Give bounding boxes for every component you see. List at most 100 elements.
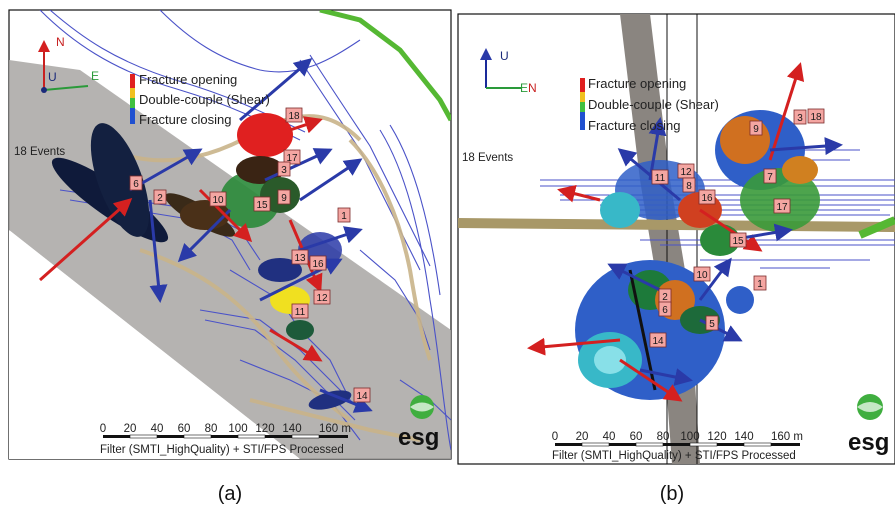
event-tag: 14: [649, 332, 667, 348]
esg-logo-b: esg: [848, 394, 889, 456]
caption-a: (a): [218, 483, 242, 505]
event-tag: 16: [309, 255, 327, 271]
event-tag-label: 3: [281, 165, 287, 176]
legend-swatch-orange: [130, 88, 135, 98]
scale-bar-a: 0 20 40 60 80 100 120 140 160 m Filter (SMTI_Hig…: [100, 423, 351, 456]
scale-tick-label: 120: [255, 423, 274, 435]
axis-north-label-b: N: [528, 81, 537, 95]
event-tag: 15: [253, 196, 271, 212]
filter-label-b: Filter (SMTI_HighQuality) + STI/FPS Proc…: [552, 450, 796, 462]
event-tag: 2: [658, 288, 672, 304]
events-count-a: 18 Events: [14, 146, 65, 158]
axis-east-label-b: E: [520, 81, 528, 95]
legend-item-closing: Fracture closing: [139, 112, 231, 127]
legend-swatch-opening: [130, 74, 135, 88]
legend-swatch-shear-b: [580, 102, 585, 112]
scale-tick-label: 60: [178, 423, 191, 435]
slab-edge: [9, 230, 300, 459]
legend-item-shear: Double-couple (Shear): [139, 92, 270, 107]
axis-east-label: E: [91, 69, 99, 83]
event-tag: 11: [651, 169, 669, 185]
event-tag: 18: [285, 107, 303, 123]
scale-tick-label: 100: [680, 431, 699, 443]
event-tag: 6: [658, 301, 672, 317]
event-tag-label: 10: [212, 195, 224, 206]
esg-logo-text-a: esg: [398, 424, 439, 451]
axis-up-label: U: [48, 70, 57, 84]
scale-tick-label: 40: [151, 423, 164, 435]
event-tag: 11: [291, 303, 309, 319]
legend-swatch-closing: [130, 108, 135, 124]
event-tag-label: 1: [757, 279, 763, 290]
green-drift: [319, 10, 451, 122]
event-tag: 15: [729, 232, 747, 248]
event-tag-label: 10: [696, 270, 708, 281]
legend-item-opening-b: Fracture opening: [588, 76, 686, 91]
panel-a: N U E Fracture opening Double-couple (Sh…: [8, 9, 452, 505]
caption-b: (b): [660, 483, 684, 505]
legend-swatch-closing-b: [580, 112, 585, 130]
event-tag-label: 6: [662, 305, 668, 316]
event-tag: 5: [705, 315, 719, 331]
event-tag: 9: [277, 189, 291, 205]
scale-tick-label: 80: [657, 431, 670, 443]
event-tag-label: 2: [157, 193, 163, 204]
event-tag-label: 17: [776, 202, 788, 213]
event-tag-label: 7: [767, 172, 773, 183]
event-tag: 9: [749, 120, 763, 136]
event-tag: 14: [353, 387, 371, 403]
scale-tick-label: 20: [124, 423, 137, 435]
scale-tick-label: 120: [707, 431, 726, 443]
event-tag-label: 1: [341, 211, 347, 222]
event-tag: 7: [763, 168, 777, 184]
event-tag-label: 18: [288, 111, 300, 122]
event-tag: 18: [807, 108, 825, 124]
axis-triad-b: U E N: [480, 48, 537, 95]
event-tag: 16: [698, 189, 716, 205]
event-tag-label: 12: [316, 293, 328, 304]
esg-logo-a: esg: [398, 395, 439, 451]
scale-tick-label: 160 m: [319, 423, 351, 435]
event-tag: 2: [153, 189, 167, 205]
event-tag-label: 15: [732, 236, 744, 247]
green-drift-b: [858, 216, 895, 239]
event-tag: 17: [773, 198, 791, 214]
event-tag-label: 9: [753, 124, 759, 135]
scale-tick-label: 0: [552, 431, 558, 443]
event-tag-label: 2: [662, 292, 668, 303]
scale-tick-label: 100: [228, 423, 247, 435]
scale-tick-label: 40: [603, 431, 616, 443]
event-tag-label: 11: [295, 307, 306, 318]
event-tag: 12: [313, 289, 331, 305]
event-tag-label: 5: [709, 319, 715, 330]
axis-up-label-b: U: [500, 49, 509, 63]
event-tag: 12: [677, 163, 695, 179]
legend-swatch-opening-b: [580, 78, 585, 92]
event-tag-label: 9: [281, 193, 287, 204]
events-count-b: 18 Events: [462, 152, 513, 164]
legend-item-shear-b: Double-couple (Shear): [588, 97, 719, 112]
scale-bar-b: 0 20 40 60 80 100 120 140 160 m Filter (SMTI_Hig…: [552, 431, 803, 462]
event-tag: 6: [129, 175, 143, 191]
filter-label-a: Filter (SMTI_HighQuality) + STI/FPS Proc…: [100, 444, 344, 456]
axis-triad-a: N U E: [38, 35, 99, 93]
event-tag-label: 8: [686, 181, 692, 192]
event-tag-label: 16: [312, 259, 324, 270]
legend-a: Fracture opening Double-couple (Shear) F…: [130, 72, 270, 127]
esg-logo-text-b: esg: [848, 429, 889, 456]
p-t-axes-b: [527, 62, 843, 402]
event-tag: 1: [753, 275, 767, 291]
legend-item-closing-b: Fracture closing: [588, 118, 680, 133]
event-tag-label: 16: [701, 193, 713, 204]
scale-tick-label: 80: [205, 423, 218, 435]
event-tags-a: 18 17 6 2 10 3 15 9 1 13 16 12 11 14: [129, 107, 371, 403]
legend-item-opening: Fracture opening: [139, 72, 237, 87]
event-tag-label: 11: [655, 173, 666, 184]
event-tag: 3: [277, 161, 291, 177]
scale-tick-label: 0: [100, 423, 106, 435]
event-tag: 17: [283, 149, 301, 165]
event-tag-label: 14: [356, 391, 368, 402]
event-tag-label: 13: [294, 253, 306, 264]
legend-swatch-shear: [130, 98, 135, 108]
